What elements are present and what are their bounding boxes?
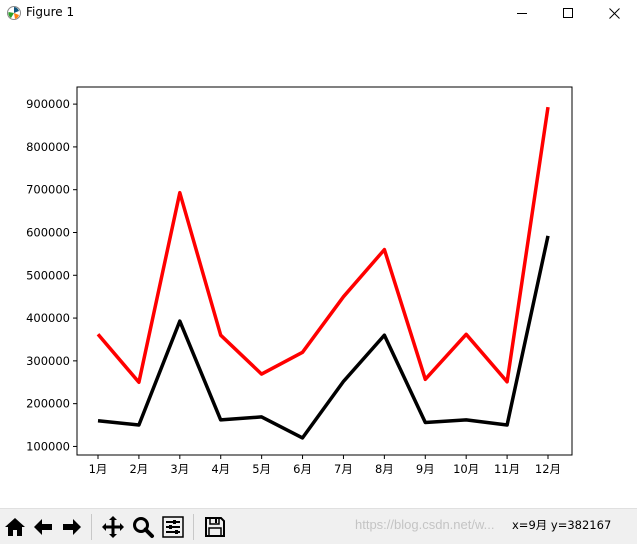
magnifier-icon [132,517,154,538]
x-tick-label: 3月 [170,462,189,476]
y-tick-label: 700000 [26,183,70,197]
maximize-icon [562,7,573,18]
arrow-left-icon [33,519,52,535]
y-tick-label: 900000 [26,97,70,111]
close-button[interactable] [591,0,637,26]
close-icon [608,7,620,19]
save-button[interactable] [201,514,228,540]
sliders-icon [161,516,184,538]
figure-canvas[interactable]: 100000 200000 300000 400000 500000 600000 7000… [0,26,637,508]
x-tick-label: 1月 [89,462,108,476]
x-tick-label: 2月 [129,462,148,476]
y-tick-label: 500000 [26,268,70,282]
x-tick-label: 12月 [535,462,561,476]
series-line-2 [97,235,550,440]
y-tick-label: 800000 [26,140,70,154]
x-tick-label: 10月 [453,462,479,476]
arrow-right-icon [62,519,81,535]
line-chart: 100000 200000 300000 400000 500000 600000 7000… [26,86,573,476]
y-tick-label: 600000 [26,225,70,239]
y-tick-label: 300000 [26,354,70,368]
move-icon [101,516,124,538]
minimize-icon [516,12,527,14]
pan-button[interactable] [99,514,126,540]
title-bar: Figure 1 [0,0,637,26]
home-button[interactable] [1,514,28,540]
y-tick-label: 200000 [26,397,70,411]
toolbar-separator [193,514,194,540]
toolbar-separator [91,514,92,540]
configure-subplots-button[interactable] [159,514,186,540]
axes-frame [76,86,573,456]
y-tick-label: 400000 [26,311,70,325]
y-tick-label: 100000 [26,439,70,453]
x-tick-label: 4月 [211,462,230,476]
floppy-disk-icon [204,517,225,537]
navigation-toolbar: https://blog.csdn.net/w... x=9月 y=382167 [0,508,637,544]
back-button[interactable] [29,514,56,540]
minimize-button[interactable] [499,0,545,26]
x-tick-label: 6月 [293,462,312,476]
window-title: Figure 1 [26,5,75,19]
forward-button[interactable] [58,514,85,540]
series-line-1 [96,106,550,385]
maximize-button[interactable] [545,0,591,26]
x-tick-label: 5月 [252,462,271,476]
x-tick-label: 7月 [334,462,353,476]
home-icon [4,518,25,536]
matplotlib-icon [7,6,21,20]
x-tick-label: 9月 [416,462,435,476]
zoom-button[interactable] [129,514,156,540]
cursor-coordinates: x=9月 y=382167 [512,518,612,532]
x-tick-label: 11月 [494,462,520,476]
x-tick-label: 8月 [375,462,394,476]
watermark-text: https://blog.csdn.net/w... [355,517,495,532]
